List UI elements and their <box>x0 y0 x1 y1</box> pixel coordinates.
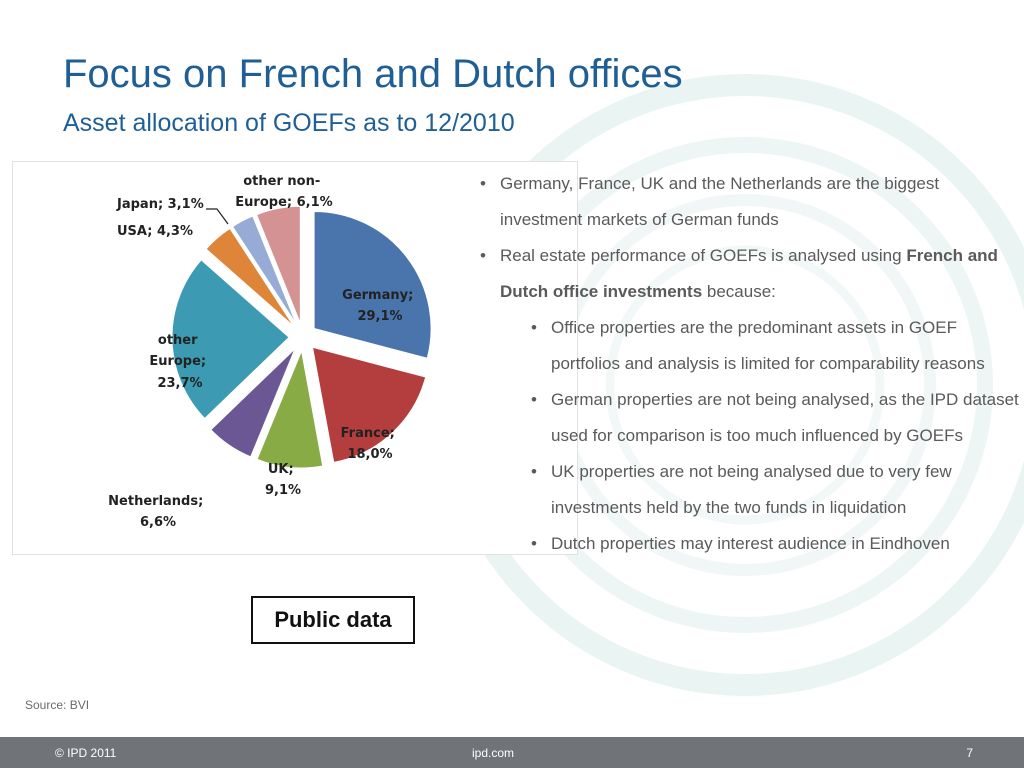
pie-slice-france <box>311 346 427 463</box>
sub-bullet-item: • German properties are not being analyse… <box>531 390 1019 445</box>
pie-slice-japan <box>231 215 297 325</box>
bullet-list: • Germany, France, UK and the Netherlands… <box>480 166 1020 562</box>
pie-slice-uk <box>256 349 324 469</box>
label-other-non-europe: other non- Europe; 6,1% <box>235 174 332 210</box>
bullet-item: • Real estate performance of GOEFs is ana… <box>480 246 998 301</box>
label-uk: UK; 9,1% <box>265 462 301 498</box>
page-subtitle: Asset allocation of GOEFs as to 12/2010 <box>63 109 515 137</box>
japan-leader-line <box>206 208 229 225</box>
page-title: Focus on French and Dutch offices <box>63 52 683 96</box>
pie-slice-netherlands <box>210 348 296 458</box>
copyright: © IPD 2011 <box>55 746 117 760</box>
pie-slice-usa <box>205 227 295 327</box>
footer-bar: © IPD 2011 ipd.com 7 <box>0 737 1024 768</box>
sub-bullet-item: • Dutch properties may interest audience … <box>531 534 950 553</box>
pie-slice-other-europe <box>171 259 290 420</box>
page-number: 7 <box>966 746 973 760</box>
label-france: France; 18,0% <box>341 426 400 462</box>
public-data-box: Public data <box>251 596 415 644</box>
footer-link[interactable]: ipd.com <box>472 746 515 760</box>
label-netherlands: Netherlands; 6,6% <box>108 494 208 530</box>
chart-panel: Germany; 29,1% France; 18,0% UK; 9,1% Ne… <box>12 161 578 555</box>
sub-bullet-item: • UK properties are not being analysed du… <box>531 462 952 517</box>
pie-slice-germany <box>313 210 432 359</box>
sub-bullet-item: • Office properties are the predominant a… <box>531 318 985 373</box>
pie-slice-other-non-europe <box>255 205 301 324</box>
label-usa: USA; 4,3% <box>117 224 193 239</box>
pie-chart: Germany; 29,1% France; 18,0% UK; 9,1% Ne… <box>108 174 432 530</box>
bullet-item: • Germany, France, UK and the Netherlands… <box>480 174 940 229</box>
label-other-europe: other Europe; 23,7% <box>149 333 210 391</box>
source-note: Source: BVI <box>25 698 90 712</box>
label-germany: Germany; 29,1% <box>342 288 418 324</box>
label-japan: Japan; 3,1% <box>116 197 204 212</box>
